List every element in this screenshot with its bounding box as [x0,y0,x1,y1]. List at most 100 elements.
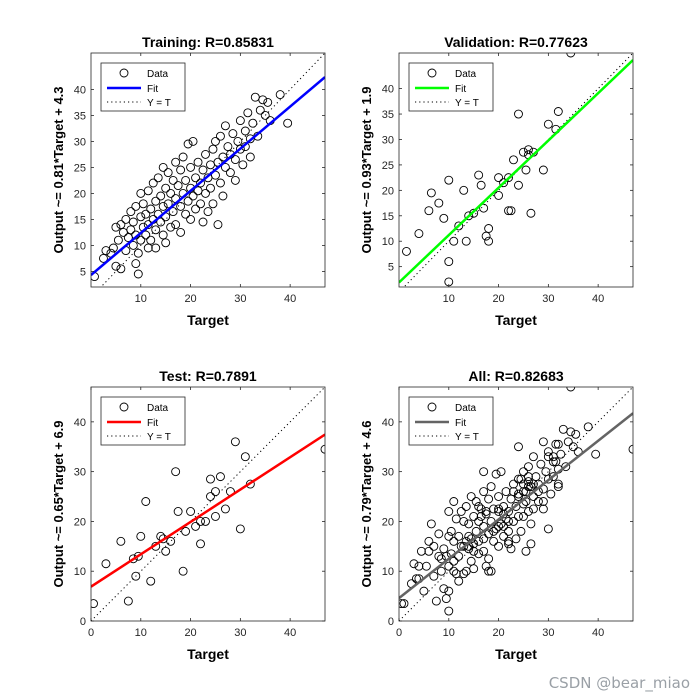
data-point [504,526,513,536]
data-point [484,529,494,539]
data-point [556,449,566,459]
data-point [509,155,518,165]
data-point [225,168,235,178]
data-point [479,534,489,544]
axes-box [398,386,634,622]
data-point [464,544,474,554]
data-point [153,173,163,183]
data-point [196,539,205,549]
y-axis-label: Output ~= 0.81*Target + 4.3 [51,86,66,253]
data-point [501,487,511,497]
x-tick-label: 10 [135,627,147,639]
data-point [434,551,444,561]
data-point [514,492,523,501]
data-point [494,541,504,551]
data-point [523,482,533,492]
data-point [528,504,538,514]
data-point [419,586,429,596]
legend-data-marker [427,68,437,78]
data-point [203,207,213,217]
data-point [211,487,220,497]
panel-training: 10 20 30 40 5 10 15 20 25 30 35 40 Training: R=0.858… [51,34,326,328]
data-point [186,507,196,516]
data-point [116,536,126,546]
data-point [215,178,225,188]
data-point [466,492,476,501]
data-point [245,479,255,489]
legend-data-marker [119,402,129,412]
data-point [166,536,176,546]
y-tick-label: 30 [74,136,86,148]
data-point [128,217,138,227]
data-point [516,526,526,536]
data-point [399,599,409,609]
y-tick-label: 40 [382,84,394,96]
data-point [489,504,499,514]
data-point [459,569,469,579]
data-point [151,196,161,206]
data-point [248,118,258,128]
data-point [131,259,141,269]
data-point [484,224,494,233]
data-point [181,209,191,219]
data-point [504,516,513,526]
fit-line [91,76,325,276]
data-point [320,444,325,454]
data-point [494,492,504,501]
data-point [424,536,434,546]
data-point [240,126,250,136]
fit-line [91,433,325,588]
data-point [499,531,509,541]
data-point [98,253,108,263]
data-point [166,188,176,198]
x-tick-label: 40 [592,627,604,639]
y-tick-label: 10 [382,566,394,578]
x-tick-label: 30 [234,627,246,639]
data-point [218,191,228,201]
data-point [201,516,210,526]
data-point [126,207,136,217]
data-point [429,541,439,551]
panel-test: 0 10 20 30 40 0 10 20 30 40 Test: R=0.7891 Target Ou… [51,368,326,662]
data-point [411,574,421,584]
panel-all: 0 10 20 30 40 0 10 20 30 40 All: R=0.82683 Target Ou… [359,368,634,662]
data-point [514,474,523,484]
data-point [245,152,255,162]
data-point [131,571,141,581]
data-point [464,519,474,529]
data-point [168,207,178,217]
data-point [146,235,156,245]
data-point [444,531,454,541]
x-tick-label: 30 [542,293,554,305]
data-point [543,474,553,484]
x-tick-label: 40 [284,627,296,639]
data-point [429,571,439,581]
data-point [235,524,245,534]
data-point [476,511,486,521]
data-point [499,178,509,188]
x-tick-label: 40 [284,293,296,305]
legend-fit-label: Fit [455,418,466,429]
data-point [213,220,223,230]
data-point [181,526,191,536]
data-point [151,243,161,253]
data-point [444,175,454,185]
x-tick-label: 20 [184,627,196,639]
axes-box [90,52,326,288]
x-tick-label: 30 [234,293,246,305]
legend: Data Fit Y = T [408,62,494,112]
legend: Data Fit Y = T [100,396,186,446]
data-point [469,546,479,556]
data-point [456,507,466,516]
x-tick-label: 0 [88,627,94,639]
data-point [436,554,446,564]
data-point [191,204,201,214]
data-point [198,217,208,227]
data-point [528,452,538,462]
data-point [553,479,563,489]
y-tick-label: 0 [388,616,394,628]
data-point [519,467,528,477]
data-point [168,175,178,185]
data-point [449,556,459,566]
